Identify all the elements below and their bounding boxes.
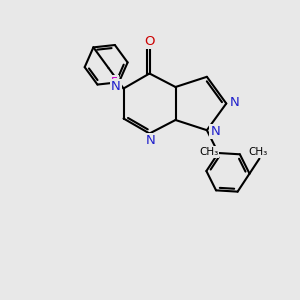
Text: N: N xyxy=(111,80,121,94)
Text: O: O xyxy=(144,35,155,48)
Text: N: N xyxy=(146,134,156,148)
Text: F: F xyxy=(111,76,118,89)
Text: CH₃: CH₃ xyxy=(199,147,218,157)
Text: N: N xyxy=(230,95,240,109)
Text: CH₃: CH₃ xyxy=(248,147,268,157)
Text: N: N xyxy=(210,125,220,138)
